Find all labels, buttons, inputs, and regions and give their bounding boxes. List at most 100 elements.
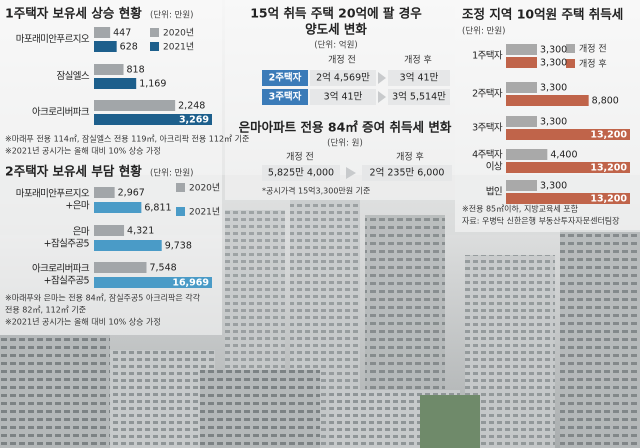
bar (94, 225, 125, 236)
panel-title: 양도세 변화 (305, 22, 367, 37)
value-box (310, 70, 376, 86)
legend-swatch (150, 42, 159, 51)
cell-value: 3억 5,514만 (392, 91, 446, 103)
bar (94, 78, 137, 89)
value-label: 13,200 (590, 163, 627, 174)
category-label: 2주택자 (472, 89, 503, 100)
arrow (346, 167, 356, 179)
value-box (388, 89, 450, 105)
bar (506, 44, 537, 55)
arrow (378, 91, 386, 103)
value-label: 1,169 (139, 79, 166, 90)
value-label: 3,300 (540, 181, 567, 192)
bar (506, 82, 537, 93)
value-label: 3,300 (540, 45, 567, 56)
bar (94, 64, 124, 75)
note: ※마래푸 전용 114㎡, 잠실엘스 전용 119㎡, 아크리팍 전용 112㎡… (5, 134, 249, 144)
chart-title: 2주택자 보유세 부담 현황 (5, 164, 142, 179)
value-label: 16,969 (172, 278, 209, 289)
note: 전용 82㎡, 112㎡ 기준 (5, 305, 86, 315)
note: *공시가격 15억3,300만원 기준 (262, 186, 370, 196)
legend-label: 2020년 (163, 28, 194, 39)
legend-label: 2021년 (189, 207, 220, 218)
column-header: 개정 후 (404, 55, 432, 66)
category-label: 은마 (73, 227, 90, 238)
bar (506, 95, 589, 106)
category-label: 이상 (486, 162, 503, 173)
value-label: 3,300 (540, 83, 567, 94)
cell-value: 5,825만 4,000 (268, 168, 334, 179)
bar (94, 41, 117, 52)
unit-label: (단위: 만원) (150, 10, 193, 21)
category-label: 마포래미안푸르지오 (16, 34, 90, 45)
bar (94, 202, 142, 213)
cell-value: 2억 235만 6,000 (370, 167, 445, 179)
legend-label: 2021년 (163, 42, 194, 53)
bar (94, 240, 162, 251)
value-label: 3,300 (540, 58, 567, 69)
cell-value: 3억 41만 (324, 91, 363, 103)
bar (94, 262, 147, 273)
legend-swatch (566, 59, 575, 68)
category-label: 4주택자 (472, 150, 503, 161)
legend-label: 2020년 (189, 183, 220, 194)
value-label: 7,548 (149, 263, 176, 274)
category-label: 잠실엘스 (56, 71, 89, 82)
gift-tax-panel: 은마아파트 전용 84㎡ 증여 취득세 변화 (단위: 원) 개정 전 개정 후… (239, 120, 452, 196)
bar (506, 180, 537, 191)
bar (94, 187, 115, 198)
row-label-box (262, 70, 308, 86)
note: 자료: 우병탁 신한은행 부동산투자자문센터팀장 (462, 216, 620, 226)
value-box (362, 165, 452, 181)
column-header: 개정 전 (328, 55, 356, 66)
unit-label: (단위: 만원) (150, 168, 193, 179)
legend-label: 개정 전 (579, 44, 607, 55)
category-label: 마포래미안푸르지오 (16, 189, 90, 200)
unit-label: (단위: 만원) (462, 26, 505, 37)
category-label: 법인 (486, 187, 502, 198)
value-label: 818 (127, 65, 145, 76)
unit-label: (단위: 원) (327, 138, 363, 149)
bar (506, 129, 630, 140)
column-header: 개정 후 (396, 152, 424, 163)
category-label: +잠실주공5 (44, 276, 90, 287)
category-label: 3주택자 (472, 123, 503, 134)
legend-label: 개정 후 (579, 59, 607, 70)
column-header: 개정 전 (286, 152, 314, 163)
bar (506, 193, 630, 204)
category-label: +잠실주공5 (44, 239, 90, 250)
legend-swatch (176, 207, 185, 216)
legend-swatch (566, 44, 575, 53)
value-label: 8,800 (592, 96, 619, 107)
row-label: 2주택자 (269, 72, 302, 84)
category-label: 아크로리버파크 (32, 107, 90, 118)
transfer-tax-panel: 15억 취득 주택 20억에 팔 경우 양도세 변화 (단위: 억원) 개정 전… (250, 6, 450, 105)
value-label: 447 (113, 28, 131, 39)
value-box (388, 70, 450, 86)
value-label: 628 (120, 42, 138, 53)
chart-title: 1주택자 보유세 상승 현황 (5, 6, 142, 21)
value-box (310, 89, 376, 105)
value-box (262, 165, 340, 181)
legend-swatch (150, 28, 159, 37)
category-label: 1주택자 (472, 51, 503, 62)
bar (506, 116, 537, 127)
value-label: 4,400 (550, 150, 577, 161)
note: ※2021년 공시가는 올해 대비 10% 상승 가정 (5, 317, 161, 327)
note: ※전용 85㎡이하, 지방교육세 포함 (462, 204, 579, 214)
value-label: 13,200 (590, 194, 627, 205)
category-label: 아크로리버파크 (32, 264, 90, 275)
cell-value: 2억 4,569만 (316, 72, 370, 84)
row-label-box (262, 89, 308, 105)
cell-value: 3억 41만 (400, 72, 439, 84)
bar (94, 100, 176, 111)
bar (506, 149, 548, 160)
bar (506, 57, 537, 68)
value-label: 2,248 (178, 101, 205, 112)
value-label: 4,321 (127, 226, 154, 237)
value-label: 3,269 (179, 115, 209, 126)
category-label: +은마 (65, 201, 90, 212)
bar (94, 27, 111, 38)
row-label: 3주택자 (269, 91, 302, 103)
legend-swatch (176, 183, 185, 192)
